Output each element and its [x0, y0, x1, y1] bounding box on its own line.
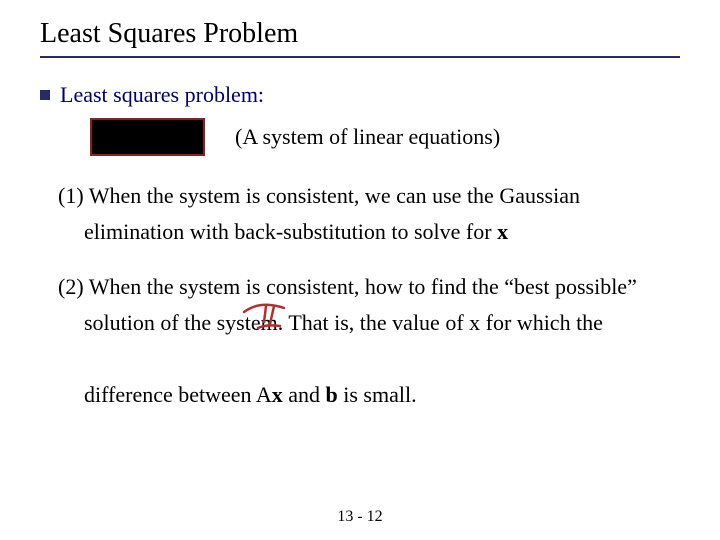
point2-line2: solution of the system. That is, the val… [58, 305, 676, 341]
point2-line1: (2) When the system is consistent, how t… [58, 274, 637, 299]
point1-line2-a: elimination with back-substitution to so… [84, 219, 497, 244]
point1-line1: (1) When the system is consistent, we ca… [58, 183, 580, 208]
p2l3b: x [272, 382, 283, 407]
point-1: (1) When the system is consistent, we ca… [58, 178, 676, 251]
equation-blackbox [90, 118, 205, 156]
page-number: 13 - 12 [0, 508, 720, 526]
bullet-row: Least squares problem: [40, 82, 680, 108]
point2-line3: difference between Ax and b is small. [58, 377, 676, 413]
p2l3d: b [326, 382, 338, 407]
intro-text: Least squares problem: [60, 82, 264, 108]
title-underline [40, 56, 680, 58]
slide-container: Least Squares Problem Least squares prob… [0, 0, 720, 540]
p2l3a: difference between A [84, 382, 272, 407]
equation-row: (A system of linear equations) [90, 118, 680, 156]
point1-line2: elimination with back-substitution to so… [58, 214, 676, 250]
point-2: (2) When the system is consistent, how t… [58, 269, 676, 414]
bullet-marker [40, 90, 50, 100]
slide-title: Least Squares Problem [40, 18, 680, 50]
equation-caption: (A system of linear equations) [235, 124, 500, 150]
point1-line2-b: x [497, 219, 508, 244]
p2l3c: and [283, 382, 326, 407]
p2l3e: is small. [338, 382, 417, 407]
